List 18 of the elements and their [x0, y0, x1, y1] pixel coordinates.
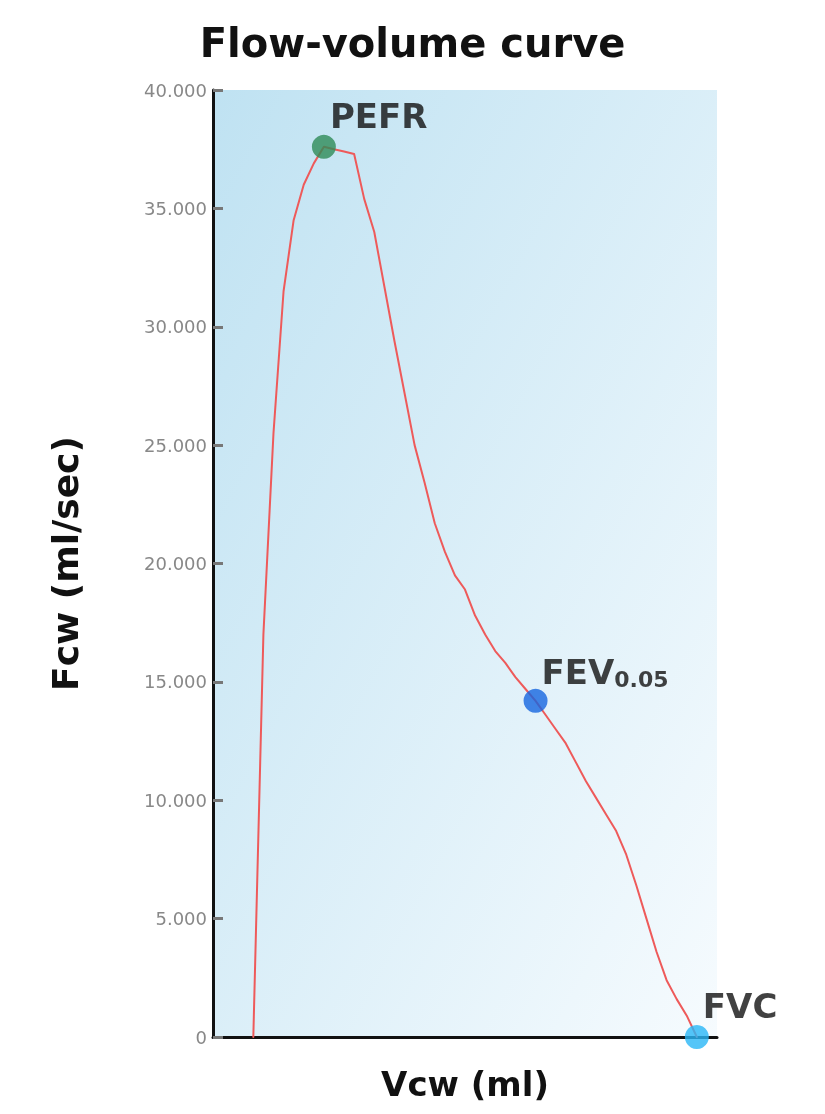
y-tick-label: 20.000	[144, 553, 207, 574]
series-label: PEFR	[329, 95, 428, 136]
y-tick-label: 5.000	[155, 908, 207, 930]
y-tick-label: 0	[195, 1026, 207, 1048]
y-tick-label: 40.000	[144, 79, 207, 101]
point	[684, 1025, 709, 1049]
y-axis-title: Fcw (ml/sec)	[44, 436, 86, 691]
y-tick-label: 10.000	[144, 789, 207, 811]
y-tick-label: 15.000	[144, 671, 207, 693]
chart-title: Flow-volume curve	[199, 20, 626, 66]
y-tick-label: 25.000	[144, 434, 207, 456]
x-axis-title: Vcw (ml)	[381, 1064, 549, 1104]
y-tick-label: 35.000	[144, 197, 207, 219]
y-tick-label: 30.000	[144, 316, 207, 338]
point	[311, 134, 336, 159]
series-label: FEV0.05	[541, 651, 669, 693]
point	[523, 688, 548, 713]
series-label: FVC	[702, 986, 778, 1026]
